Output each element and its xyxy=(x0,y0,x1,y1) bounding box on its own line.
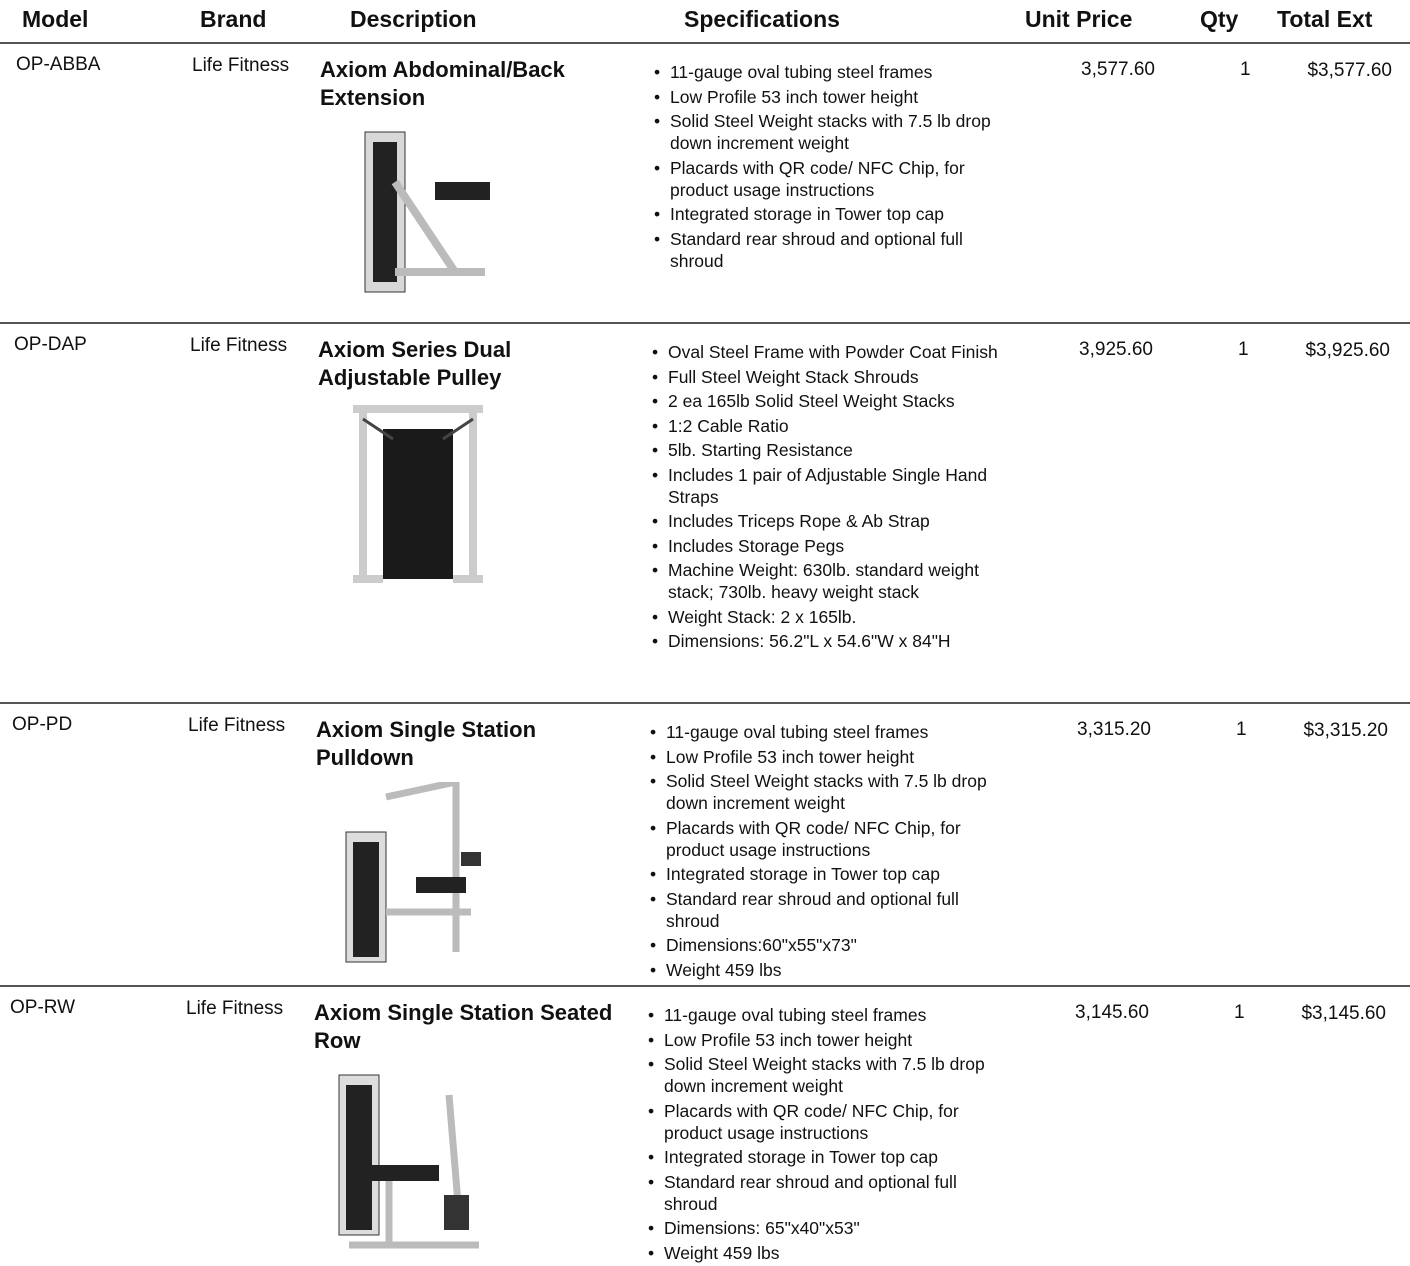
spec-item: Weight Stack: 2 x 165lb. xyxy=(652,606,1007,628)
qty: 1 xyxy=(1240,59,1251,80)
description: Axiom Single Station Pulldown xyxy=(316,717,537,770)
brand: Life Fitness xyxy=(190,335,288,356)
product-image xyxy=(345,782,481,963)
model: OP-RW xyxy=(10,997,76,1018)
spec-item: Dimensions:60"x55"x73" xyxy=(650,934,1005,956)
brand: Life Fitness xyxy=(188,715,286,736)
spec-item: Dimensions: 65"x40"x53" xyxy=(648,1217,1003,1239)
spec-item: Full Steel Weight Stack Shrouds xyxy=(652,366,1007,388)
unit-price: 3,315.20 xyxy=(1077,719,1151,740)
spec-item: Integrated storage in Tower top cap xyxy=(650,863,1005,885)
model: OP-PD xyxy=(12,714,73,735)
model: OP-DAP xyxy=(14,334,87,355)
column-header: Model xyxy=(22,6,89,32)
spec-item: Solid Steel Weight stacks with 7.5 lb dr… xyxy=(654,110,1009,154)
specifications: Oval Steel Frame with Powder Coat Finish… xyxy=(650,341,1007,655)
spec-item: Weight 459 lbs xyxy=(650,959,1005,981)
column-header: Brand xyxy=(200,6,267,32)
unit-price: 3,577.60 xyxy=(1081,59,1155,80)
spec-item: 11-gauge oval tubing steel frames xyxy=(648,1004,1003,1026)
total-ext: $3,577.60 xyxy=(1307,60,1392,81)
specifications: 11-gauge oval tubing steel frames Low Pro… xyxy=(652,61,1009,274)
spec-item: Machine Weight: 630lb. standard weight s… xyxy=(652,559,1007,603)
spec-item: Low Profile 53 inch tower height xyxy=(650,746,1005,768)
spec-item: Standard rear shroud and optional full s… xyxy=(654,228,1009,272)
spec-item: Placards with QR code/ NFC Chip, for pro… xyxy=(648,1100,1003,1144)
spec-item: Dimensions: 56.2"L x 54.6"W x 84"H xyxy=(652,630,1007,652)
unit-price: 3,145.60 xyxy=(1075,1002,1149,1023)
unit-price: 3,925.60 xyxy=(1079,339,1153,360)
product-image xyxy=(353,405,483,583)
spec-item: 11-gauge oval tubing steel frames xyxy=(650,721,1005,743)
product-image xyxy=(364,131,490,293)
spec-item: Low Profile 53 inch tower height xyxy=(654,86,1009,108)
spec-item: Placards with QR code/ NFC Chip, for pro… xyxy=(650,817,1005,861)
table-row: OP-RW Life Fitness Axiom Single Station Se… xyxy=(0,985,1410,1264)
spec-item: Integrated storage in Tower top cap xyxy=(648,1146,1003,1168)
spec-item: 2 ea 165lb Solid Steel Weight Stacks xyxy=(652,390,1007,412)
table-row: OP-PD Life Fitness Axiom Single Station Pu… xyxy=(0,702,1410,987)
spec-item: Standard rear shroud and optional full s… xyxy=(648,1171,1003,1215)
specifications: 11-gauge oval tubing steel frames Low Pro… xyxy=(648,721,1005,983)
spec-item: Includes Triceps Rope & Ab Strap xyxy=(652,510,1007,532)
column-header: Unit Price xyxy=(1025,6,1133,32)
brand: Life Fitness xyxy=(186,998,284,1019)
total-ext: $3,925.60 xyxy=(1305,340,1390,361)
column-header: Total Ext xyxy=(1277,6,1373,32)
qty: 1 xyxy=(1234,1002,1245,1023)
spec-item: Low Profile 53 inch tower height xyxy=(648,1029,1003,1051)
description: Axiom Abdominal/Back Extension xyxy=(320,57,565,110)
table-row: OP-ABBA Life Fitness Axiom Abdominal/Back … xyxy=(0,42,1410,324)
column-header: Description xyxy=(350,6,477,32)
table-row: OP-DAP Life Fitness Axiom Series Dual Adju… xyxy=(0,322,1410,704)
spec-item: Placards with QR code/ NFC Chip, for pro… xyxy=(654,157,1009,201)
spec-item: Standard rear shroud and optional full s… xyxy=(650,888,1005,932)
qty: 1 xyxy=(1238,339,1249,360)
spec-item: Includes 1 pair of Adjustable Single Han… xyxy=(652,464,1007,508)
specifications: 11-gauge oval tubing steel frames Low Pro… xyxy=(646,1004,1003,1266)
product-image xyxy=(338,1074,479,1249)
qty: 1 xyxy=(1236,719,1247,740)
description: Axiom Series Dual Adjustable Pulley xyxy=(318,337,512,390)
spec-item: 11-gauge oval tubing steel frames xyxy=(654,61,1009,83)
spec-item: 1:2 Cable Ratio xyxy=(652,415,1007,437)
spec-item: Includes Storage Pegs xyxy=(652,535,1007,557)
total-ext: $3,315.20 xyxy=(1303,720,1388,741)
description: Axiom Single Station Seated Row xyxy=(314,1000,613,1053)
column-header: Qty xyxy=(1200,6,1239,32)
spec-item: Integrated storage in Tower top cap xyxy=(654,203,1009,225)
spec-item: Weight 459 lbs xyxy=(648,1242,1003,1264)
brand: Life Fitness xyxy=(192,55,290,76)
column-header: Specifications xyxy=(684,6,840,32)
spec-item: Oval Steel Frame with Powder Coat Finish xyxy=(652,341,1007,363)
spec-item: Solid Steel Weight stacks with 7.5 lb dr… xyxy=(648,1053,1003,1097)
spec-item: Solid Steel Weight stacks with 7.5 lb dr… xyxy=(650,770,1005,814)
total-ext: $3,145.60 xyxy=(1301,1003,1386,1024)
spec-item: 5lb. Starting Resistance xyxy=(652,439,1007,461)
model: OP-ABBA xyxy=(16,54,101,75)
